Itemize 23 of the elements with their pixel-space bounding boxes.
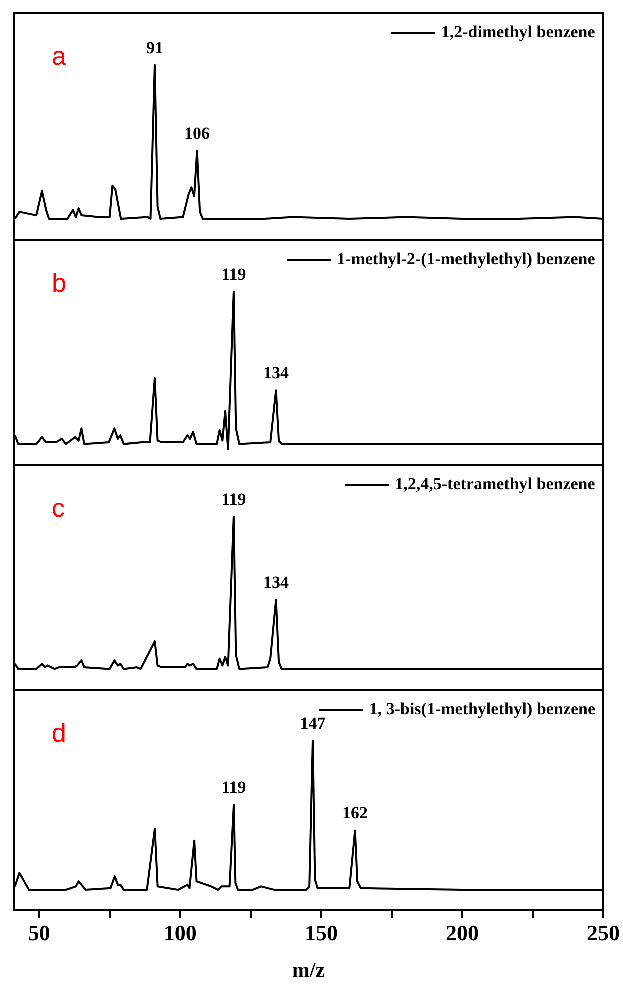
x-tick-label: 150 (304, 920, 338, 946)
annotation: 134 (263, 363, 290, 382)
annotation: 119 (222, 264, 246, 284)
annotation: b (52, 268, 66, 298)
annotation: 106 (184, 124, 210, 143)
annotation: 134 (263, 572, 290, 592)
legend-label: 1,2,4,5-tetramethyl benzene (395, 474, 596, 494)
annotation: 119 (222, 490, 246, 509)
annotation: c (52, 493, 65, 524)
annotation: 119 (222, 778, 246, 798)
annotation: a (52, 41, 67, 72)
annotation: 147 (300, 714, 326, 733)
x-tick-label: 250 (587, 920, 620, 946)
annotation: 162 (342, 804, 368, 823)
x-tick-label: 200 (446, 920, 479, 946)
legend-label: 1-methyl-2-(1-methylethyl) benzene (337, 249, 596, 268)
legend-label: 1,2-dimethyl benzene (441, 22, 596, 42)
legend-label: 1, 3-bis(1-methylethyl) benzene (369, 699, 596, 718)
annotation: 91 (146, 38, 164, 58)
annotation: d (52, 718, 66, 748)
x-tick-label: 50 (28, 920, 50, 946)
x-tick-label: 100 (164, 920, 197, 946)
x-axis-title: m/z (292, 958, 326, 982)
